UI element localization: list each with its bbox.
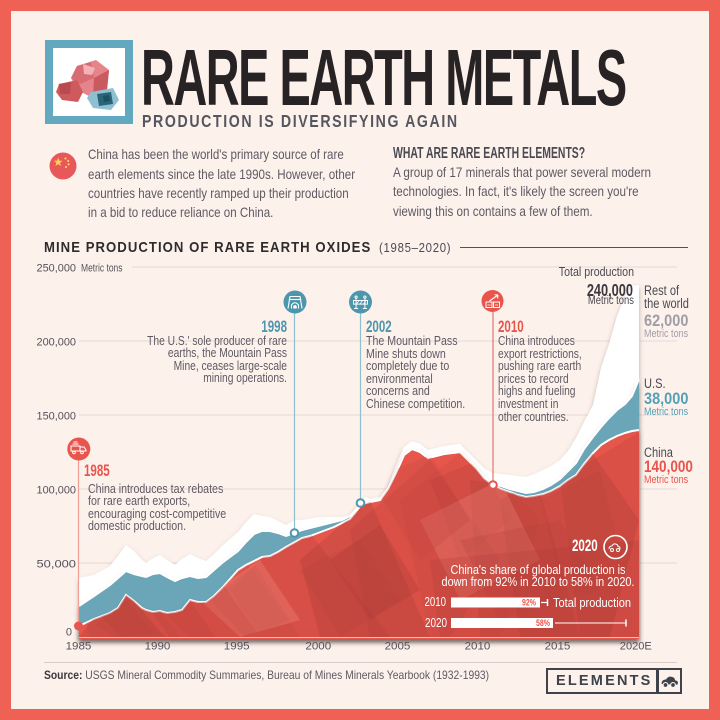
svg-text:150,000: 150,000: [37, 411, 77, 423]
svg-text:1985: 1985: [66, 641, 92, 653]
svg-text:2005: 2005: [385, 641, 411, 653]
svg-text:200,000: 200,000: [37, 337, 77, 349]
svg-text:2010: 2010: [425, 594, 447, 609]
svg-text:2020E: 2020E: [620, 641, 652, 653]
svg-text:Total production: Total production: [553, 595, 631, 610]
svg-text:50,000: 50,000: [37, 559, 77, 571]
svg-text:2015: 2015: [545, 641, 571, 653]
svg-text:2000: 2000: [305, 641, 331, 653]
svg-text:58%: 58%: [536, 618, 550, 629]
svg-text:100,000: 100,000: [37, 485, 77, 497]
svg-text:250,000: 250,000: [37, 263, 77, 275]
svg-text:2010: 2010: [465, 641, 491, 653]
svg-text:92%: 92%: [522, 598, 536, 609]
svg-text:1995: 1995: [224, 641, 250, 653]
svg-text:1990: 1990: [145, 641, 171, 653]
svg-text:Metric tons: Metric tons: [81, 263, 123, 275]
svg-text:0: 0: [66, 627, 72, 639]
svg-text:2020: 2020: [425, 615, 447, 630]
